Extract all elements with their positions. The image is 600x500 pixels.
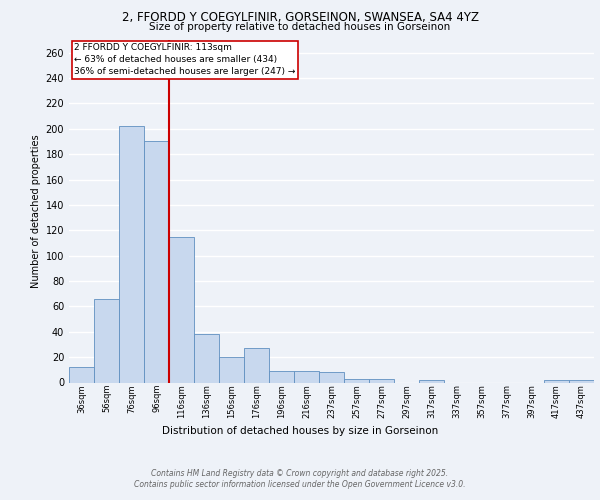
Bar <box>369 378 394 382</box>
Y-axis label: Number of detached properties: Number of detached properties <box>31 134 41 288</box>
Bar <box>194 334 219 382</box>
Bar <box>544 380 569 382</box>
Text: 2 FFORDD Y COEGYLFINIR: 113sqm
← 63% of detached houses are smaller (434)
36% of: 2 FFORDD Y COEGYLFINIR: 113sqm ← 63% of … <box>74 44 296 76</box>
Bar <box>419 380 444 382</box>
Bar <box>69 368 94 382</box>
Text: Contains HM Land Registry data © Crown copyright and database right 2025.: Contains HM Land Registry data © Crown c… <box>151 469 449 478</box>
Bar <box>119 126 144 382</box>
Text: Distribution of detached houses by size in Gorseinon: Distribution of detached houses by size … <box>162 426 438 436</box>
Bar <box>144 142 169 382</box>
Bar <box>169 236 194 382</box>
Bar <box>319 372 344 382</box>
Bar <box>244 348 269 382</box>
Text: 2, FFORDD Y COEGYLFINIR, GORSEINON, SWANSEA, SA4 4YZ: 2, FFORDD Y COEGYLFINIR, GORSEINON, SWAN… <box>121 11 479 24</box>
Bar <box>219 357 244 382</box>
Bar <box>294 371 319 382</box>
Bar <box>269 371 294 382</box>
Bar <box>94 299 119 382</box>
Bar <box>344 378 369 382</box>
Text: Size of property relative to detached houses in Gorseinon: Size of property relative to detached ho… <box>149 22 451 32</box>
Bar <box>569 380 594 382</box>
Text: Contains public sector information licensed under the Open Government Licence v3: Contains public sector information licen… <box>134 480 466 489</box>
